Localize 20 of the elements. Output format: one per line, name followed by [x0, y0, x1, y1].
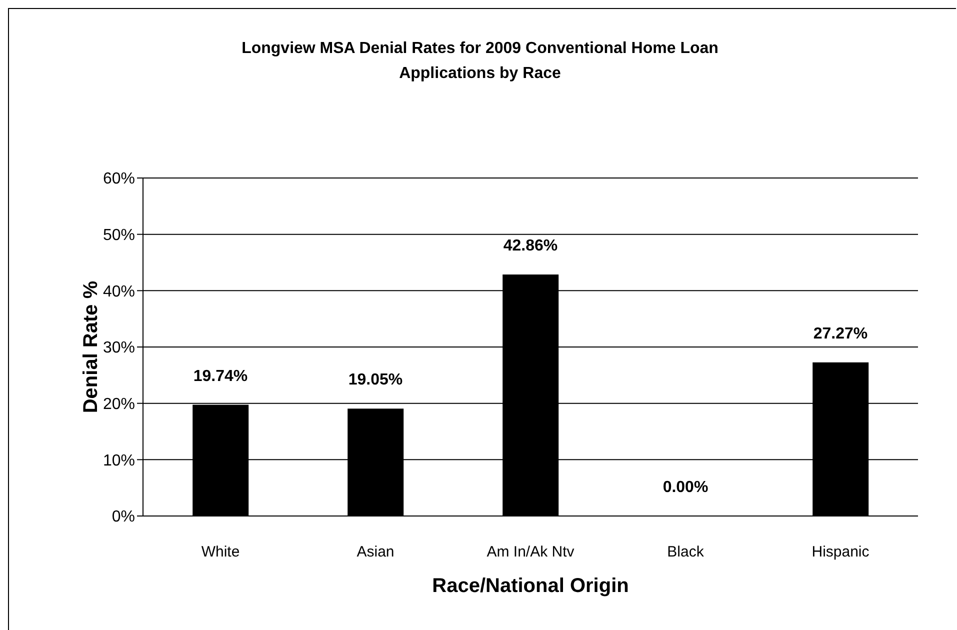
data-label: 0.00%	[662, 479, 708, 496]
y-tick-label: 20%	[102, 396, 135, 414]
y-tick-label: 30%	[102, 340, 135, 357]
y-tick-label: 10%	[102, 452, 135, 470]
y-tick-label: 0%	[112, 508, 135, 526]
y-tick-label: 50%	[102, 227, 135, 244]
data-label: 19.05%	[348, 372, 403, 389]
chart-title: Longview MSA Denial Rates for 2009 Conventional Home Loan Applications by Race	[240, 39, 720, 84]
data-label: 27.27%	[813, 325, 868, 342]
data-label: 19.74%	[193, 368, 248, 385]
x-axis-title: Race/National Origin	[432, 575, 629, 597]
y-axis-title: Denial Rate %	[80, 280, 102, 414]
y-tick-label: 60%	[102, 170, 135, 188]
y-tick-label: 40%	[102, 283, 135, 300]
x-tick-label: White	[201, 544, 240, 561]
x-tick-label: Black	[667, 544, 704, 561]
x-tick-label: Asian	[356, 544, 394, 561]
x-tick-label: Hispanic	[812, 544, 870, 561]
x-tick-label: Am In/Ak Ntv	[486, 544, 575, 561]
data-label: 42.86%	[503, 238, 558, 255]
